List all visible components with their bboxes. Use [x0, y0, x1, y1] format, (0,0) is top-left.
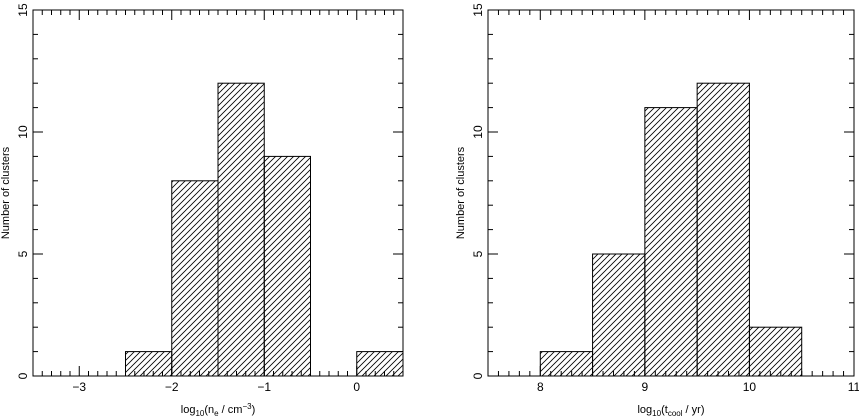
histogram-panel-1: −3 −2 −1 0 0 5 10 15 Number of clusters log10(ne … — [0, 3, 404, 418]
x-tick-label: 11 — [848, 380, 859, 394]
y-tick-label: 15 — [16, 3, 30, 17]
histogram-bar — [171, 180, 219, 377]
x-tick-label: −3 — [72, 380, 86, 394]
histogram-bar — [539, 351, 594, 377]
histogram-panel-2: 8 9 10 11 0 5 10 15 Number of clusters log10(tcoo… — [455, 3, 859, 418]
y-axis-title: Number of clusters — [455, 146, 467, 239]
y-tick-label: 0 — [16, 372, 30, 379]
y-tick-label: 0 — [471, 372, 485, 379]
histogram-bar — [748, 326, 803, 377]
x-tick-label: −2 — [165, 380, 179, 394]
histogram-bar — [356, 351, 404, 377]
histogram-bar — [696, 82, 750, 377]
x-axis-title: log10(tcool / yr) — [637, 404, 704, 418]
histogram-bar — [217, 82, 265, 377]
y-tick-label: 10 — [471, 125, 485, 139]
y-axis-title: Number of clusters — [0, 146, 12, 239]
x-tick-label: 10 — [743, 380, 757, 394]
histogram-bar — [592, 253, 646, 377]
x-tick-label: 9 — [642, 380, 649, 394]
y-tick-label: 10 — [16, 125, 30, 139]
y-tick-label: 15 — [471, 3, 485, 17]
x-axis-title: log10(ne / cm−3) — [181, 402, 255, 418]
y-tick-label: 5 — [471, 250, 485, 257]
y-tick-label: 5 — [16, 250, 30, 257]
plot-frame — [487, 9, 855, 377]
x-tick-label: 8 — [537, 380, 544, 394]
x-tick-label: 0 — [353, 380, 360, 394]
x-tick-label: −1 — [257, 380, 271, 394]
histogram-bar — [263, 155, 311, 377]
histogram-bar — [125, 351, 173, 377]
histogram-bar — [644, 107, 698, 377]
